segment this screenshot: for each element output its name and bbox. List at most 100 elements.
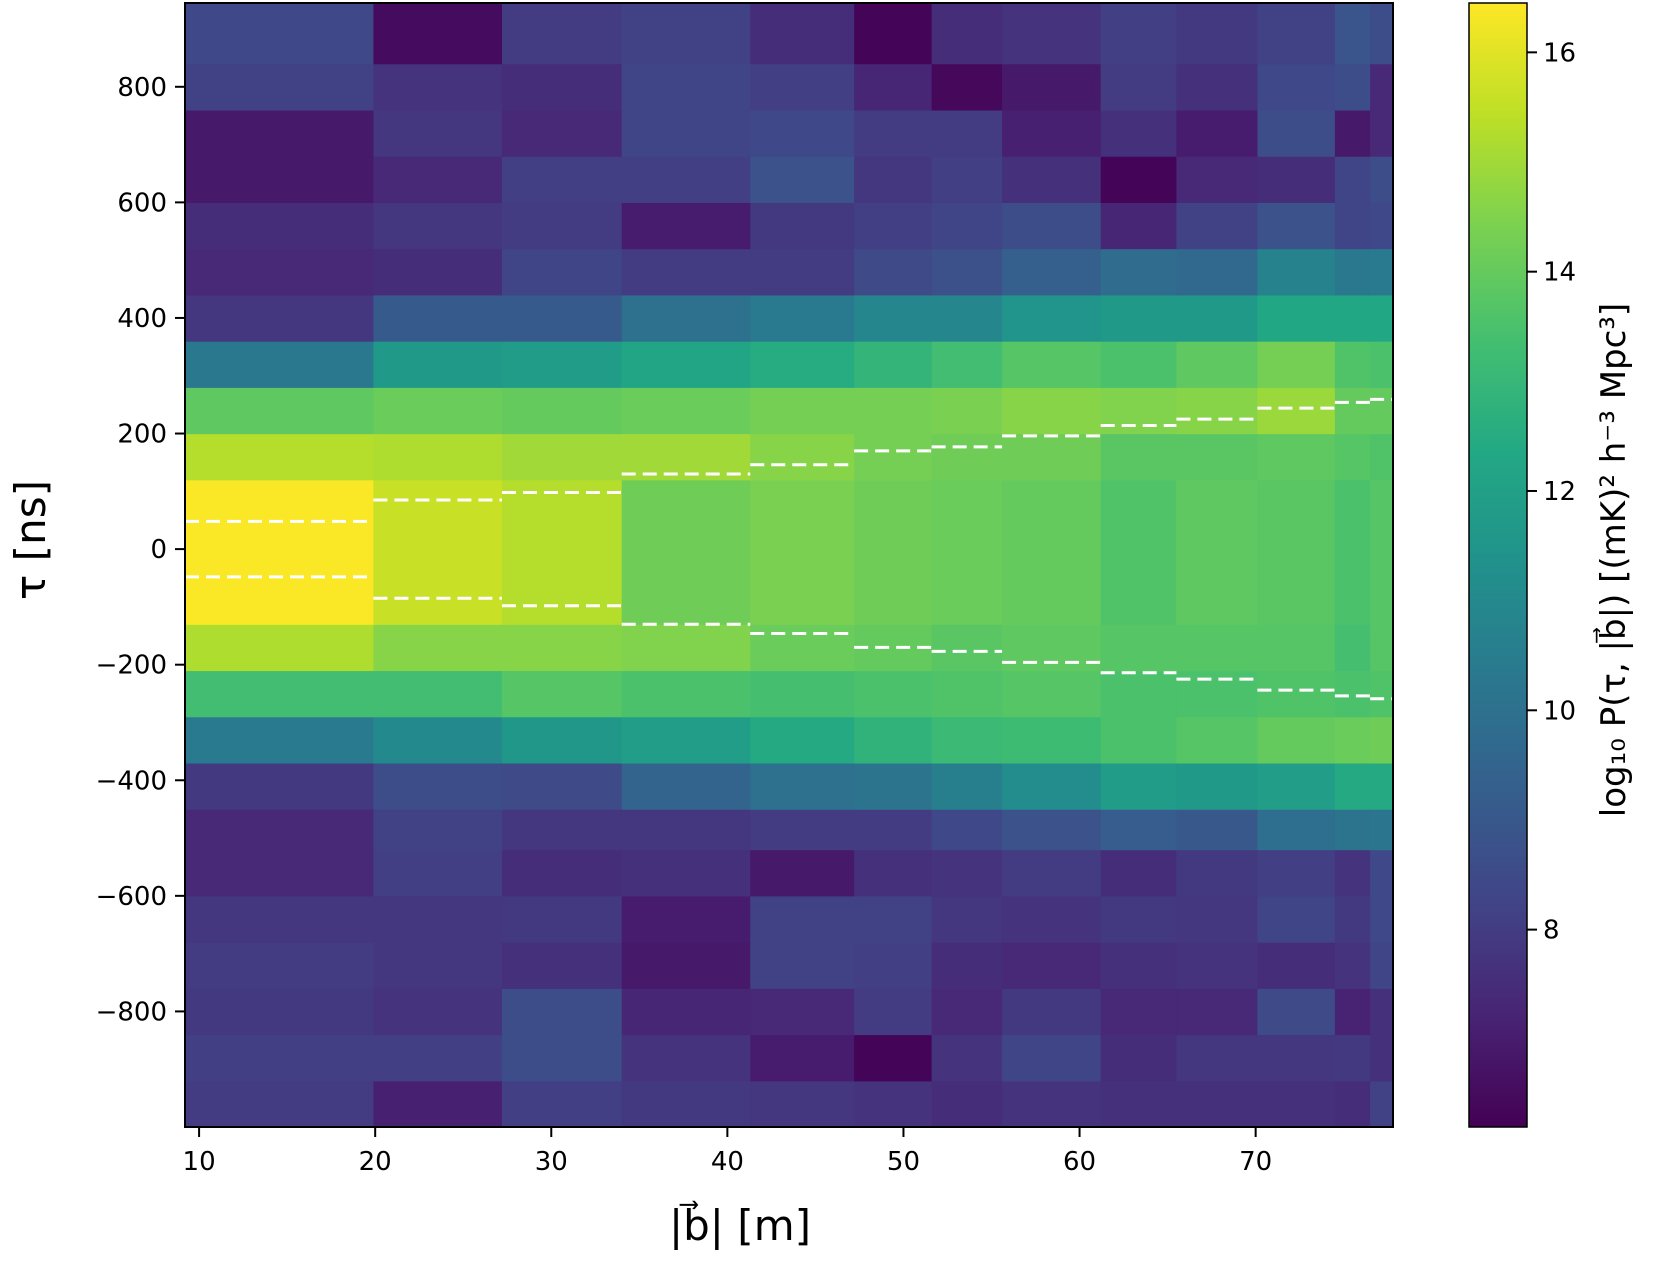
heatmap-cell [1100, 762, 1178, 810]
heatmap-cell [501, 1034, 623, 1082]
heatmap-cell [854, 809, 933, 851]
heatmap-cell [1257, 387, 1336, 435]
heatmap-cell [1370, 1080, 1394, 1128]
y-tick-label: 600 [117, 188, 167, 218]
heatmap-cell [1370, 670, 1394, 718]
heatmap-cell [1176, 202, 1259, 250]
heatmap-cell [185, 895, 375, 943]
heatmap-cell [373, 942, 503, 989]
heatmap-cell [501, 248, 623, 296]
heatmap-cell [750, 895, 855, 943]
heatmap-cell [931, 1080, 1003, 1128]
heatmap-cell [1257, 988, 1336, 1036]
heatmap-cell [1100, 809, 1178, 851]
x-tick-label: 70 [1239, 1147, 1272, 1177]
heatmap-cell [373, 3, 503, 65]
heatmap-cell [1257, 1080, 1336, 1128]
heatmap-cell [373, 762, 503, 810]
heatmap-cell [1100, 294, 1178, 342]
heatmap-cell [1100, 202, 1178, 250]
heatmap-cell [621, 202, 751, 250]
heatmap-cell [1334, 895, 1371, 943]
heatmap-cell [1176, 942, 1259, 989]
heatmap-cell [501, 109, 623, 157]
colorbar-label: log₁₀ P(τ, |b⃗|) [(mK)² h⁻³ Mpc³] [1593, 303, 1634, 817]
heatmap-cell [1334, 156, 1371, 203]
heatmap-cell [1257, 849, 1336, 897]
heatmap-cell [1334, 109, 1371, 157]
heatmap-cell [501, 988, 623, 1036]
heatmap-cell [621, 341, 751, 388]
heatmap-cell [1334, 624, 1371, 672]
heatmap-cell [185, 341, 375, 388]
heatmap-cell [931, 248, 1003, 296]
heatmap-cell [1257, 895, 1336, 943]
heatmap-cell [373, 294, 503, 342]
heatmap-cell [1370, 248, 1394, 296]
y-tick-label: −800 [96, 997, 167, 1027]
heatmap-cell [931, 988, 1003, 1036]
heatmap-cell [931, 479, 1003, 625]
heatmap-cell [1002, 3, 1102, 65]
heatmap-cell [501, 716, 623, 764]
x-tick-label: 50 [887, 1147, 920, 1177]
heatmap-cell [854, 1034, 933, 1082]
heatmap-cell [1002, 1080, 1102, 1128]
heatmap-cell [750, 156, 855, 203]
plot-frame [184, 2, 1394, 1128]
heatmap-cell [1100, 624, 1178, 672]
heatmap-cell [750, 988, 855, 1036]
heatmap-cell [750, 109, 855, 157]
heatmap-cell [185, 248, 375, 296]
heatmap-cell [854, 109, 933, 157]
heatmap-cell [373, 248, 503, 296]
heatmap-cell [501, 156, 623, 203]
heatmap-cell [1334, 202, 1371, 250]
heatmap-cell [501, 3, 623, 65]
heatmap-cell [501, 895, 623, 943]
x-tick-label: 60 [1063, 1147, 1096, 1177]
heatmap-cell [1176, 624, 1259, 672]
heatmap-cell [1002, 433, 1102, 481]
heatmap-cell [931, 942, 1003, 989]
y-tick-label: −600 [96, 882, 167, 912]
heatmap-cell [1257, 479, 1336, 625]
heatmap-cell [750, 433, 855, 481]
heatmap-cell [854, 895, 933, 943]
heatmap-cell [1370, 387, 1394, 435]
heatmap-cell [1002, 670, 1102, 718]
heatmap-cell [1334, 3, 1371, 65]
heatmap-cell [854, 433, 933, 481]
heatmap-cell [1334, 762, 1371, 810]
heatmap-cell [1176, 294, 1259, 342]
heatmap-cell [621, 762, 751, 810]
heatmap-cell [185, 849, 375, 897]
heatmap-cell [1370, 433, 1394, 481]
heatmap-cell [373, 895, 503, 943]
heatmap-cell [1100, 716, 1178, 764]
heatmap-cell [1370, 716, 1394, 764]
heatmap-cell [1176, 1080, 1259, 1128]
heatmap-cell [1002, 341, 1102, 388]
heatmap-cell [1002, 479, 1102, 625]
heatmap-cell [1002, 156, 1102, 203]
heatmap-cell [621, 1034, 751, 1082]
heatmap-cell [1370, 479, 1394, 625]
heatmap-cell [1100, 109, 1178, 157]
heatmap-cell [1176, 248, 1259, 296]
heatmap-cell [931, 156, 1003, 203]
heatmap-cell [1002, 109, 1102, 157]
heatmap-cell [1176, 433, 1259, 481]
heatmap-cell [501, 809, 623, 851]
heatmap-cell [750, 942, 855, 989]
heatmap-cell [1002, 624, 1102, 672]
heatmap-cell [750, 849, 855, 897]
heatmap-cell [1334, 387, 1371, 435]
heatmap-cell [373, 479, 503, 625]
heatmap-cell [931, 809, 1003, 851]
heatmap-cell [750, 1034, 855, 1082]
heatmap-cell [621, 109, 751, 157]
y-tick-label: −400 [96, 766, 167, 796]
heatmap-cell [1334, 1080, 1371, 1128]
heatmap-cell [185, 63, 375, 111]
